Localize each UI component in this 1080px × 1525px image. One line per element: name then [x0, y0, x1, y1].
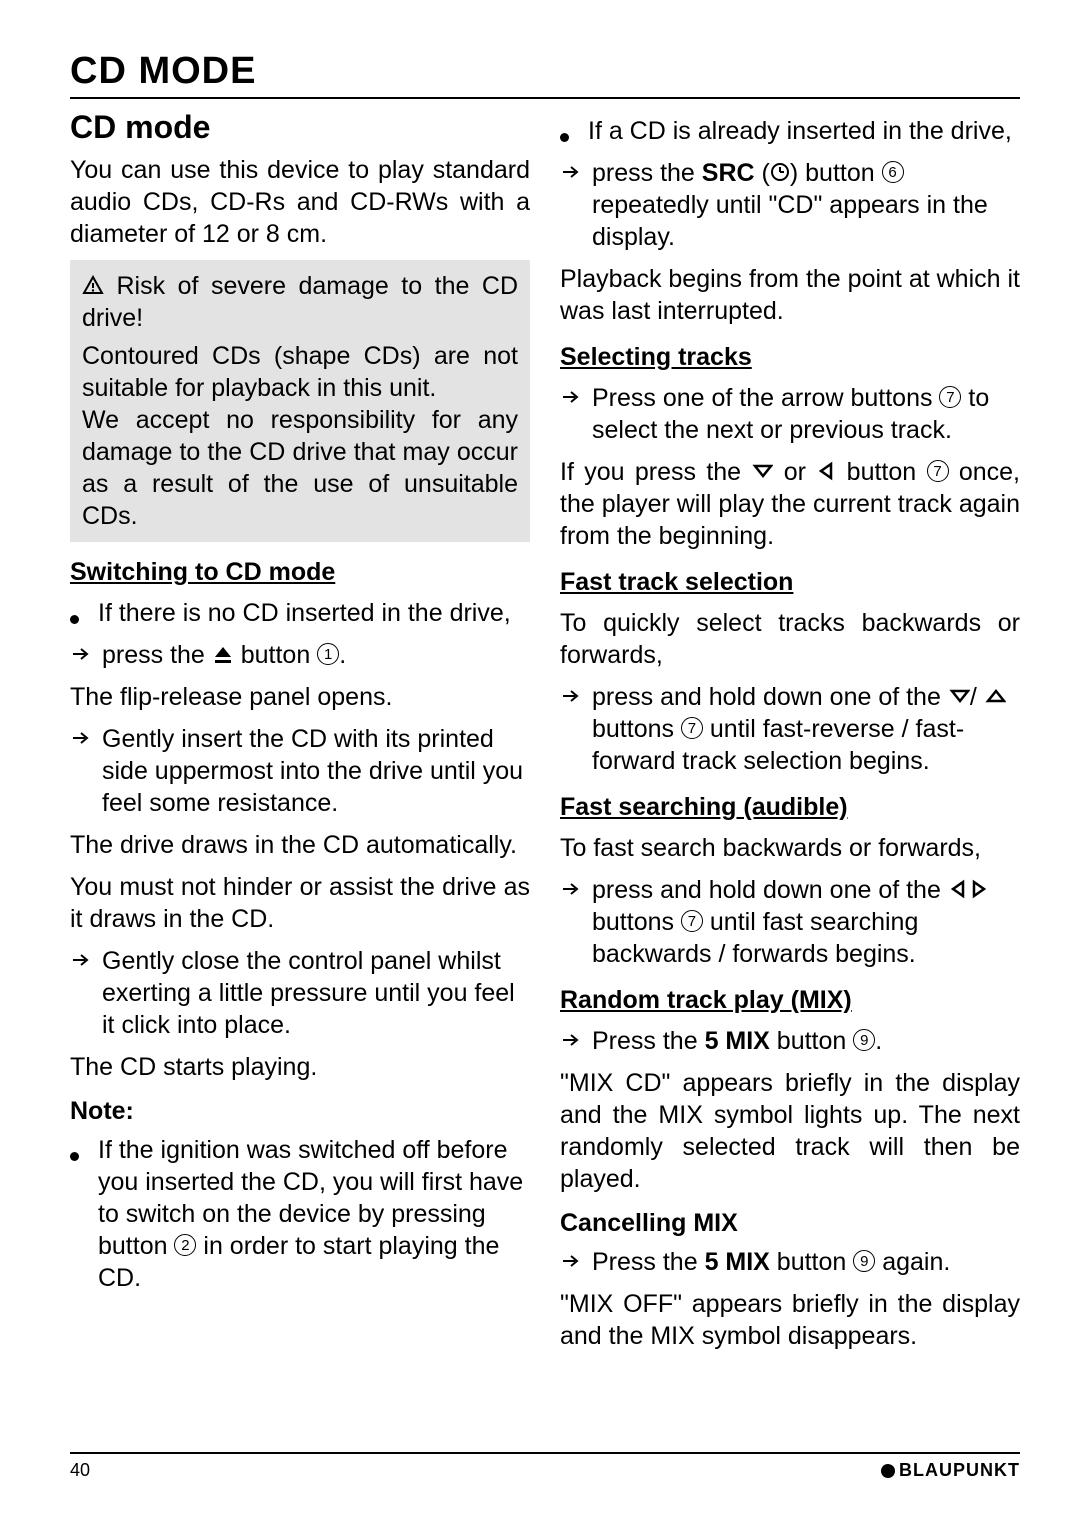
warning-title-text: Risk of severe damage to the CD drive! — [82, 272, 518, 332]
warning-p1: Contoured CDs (shape CDs) are not suitab… — [82, 340, 518, 404]
list-item: Gently insert the CD with its printed si… — [102, 723, 530, 819]
down-icon — [948, 686, 970, 706]
step-arrow-icon — [70, 945, 102, 977]
warning-icon — [82, 275, 104, 295]
paragraph: The drive draws in the CD automatically. — [70, 829, 530, 861]
paragraph: To quickly select tracks backwards or fo… — [560, 607, 1020, 671]
list-item: press and hold down one of the / buttons… — [592, 681, 1020, 777]
ref-9: 9 — [853, 1029, 875, 1051]
column-right: If a CD is already inserted in the drive… — [560, 109, 1020, 1362]
subhead-fast-track: Fast track selection — [560, 568, 1020, 597]
column-left: CD mode You can use this device to play … — [70, 109, 530, 1362]
page-number: 40 — [70, 1460, 90, 1481]
page-footer: 40 BLAUPUNKT — [70, 1452, 1020, 1481]
ref-2: 2 — [174, 1234, 196, 1256]
paragraph: The CD starts playing. — [70, 1051, 530, 1083]
ref-1: 1 — [317, 643, 339, 665]
list-item: If there is no CD inserted in the drive, — [98, 597, 530, 629]
step-arrow-icon — [560, 681, 592, 713]
brand-dot-icon — [881, 1464, 895, 1478]
page-header: CD Mode — [70, 50, 1020, 99]
step-arrow-icon — [70, 639, 102, 671]
subhead-mix: Random track play (MIX) — [560, 986, 1020, 1015]
step-arrow-icon — [560, 1246, 592, 1278]
list-item: press the SRC () button 6 repeatedly unt… — [592, 157, 1020, 253]
subhead-cancel-mix: Cancelling MIX — [560, 1209, 1020, 1238]
ref-7b: 7 — [927, 460, 949, 482]
subhead-selecting: Selecting tracks — [560, 343, 1020, 372]
bullet-icon — [560, 115, 588, 147]
step-arrow-icon — [560, 1025, 592, 1057]
step-arrow-icon — [560, 382, 592, 414]
list-item: press the button 1. — [102, 639, 530, 671]
ref-7: 7 — [939, 386, 961, 408]
warning-p2: We accept no responsibility for any dama… — [82, 404, 518, 532]
down-icon — [751, 461, 773, 481]
left-icon — [948, 879, 968, 899]
ref-9b: 9 — [853, 1250, 875, 1272]
list-item: Press the 5 MIX button 9 again. — [592, 1246, 1020, 1278]
clock-icon — [770, 162, 790, 182]
paragraph: "MIX CD" appears briefly in the display … — [560, 1067, 1020, 1195]
paragraph: You must not hinder or assist the drive … — [70, 871, 530, 935]
right-icon — [968, 879, 988, 899]
list-item: press and hold down one of the buttons 7… — [592, 874, 1020, 970]
list-item: If a CD is already inserted in the drive… — [588, 115, 1020, 147]
step-arrow-icon — [560, 157, 592, 189]
paragraph: To fast search backwards or forwards, — [560, 832, 1020, 864]
ref-6: 6 — [882, 161, 904, 183]
step-arrow-icon — [560, 874, 592, 906]
section-title-cd-mode: CD mode — [70, 109, 530, 146]
paragraph: The flip-release panel opens. — [70, 681, 530, 713]
intro-paragraph: You can use this device to play standard… — [70, 154, 530, 250]
paragraph: Playback begins from the point at which … — [560, 263, 1020, 327]
list-item: Gently close the control panel whilst ex… — [102, 945, 530, 1041]
eject-icon — [212, 644, 234, 664]
brand-logo: BLAUPUNKT — [881, 1460, 1020, 1481]
left-icon — [816, 461, 836, 481]
list-item: Press one of the arrow buttons 7 to sele… — [592, 382, 1020, 446]
step-arrow-icon — [70, 723, 102, 755]
bullet-icon — [70, 597, 98, 629]
ref-7d: 7 — [681, 910, 703, 932]
up-icon — [984, 686, 1006, 706]
paragraph: "MIX OFF" appears briefly in the display… — [560, 1288, 1020, 1352]
subhead-switching: Switching to CD mode — [70, 558, 530, 587]
list-item: If the ignition was switched off before … — [98, 1134, 530, 1294]
subhead-fast-search: Fast searching (audible) — [560, 793, 1020, 822]
ref-7c: 7 — [681, 717, 703, 739]
brand-text: BLAUPUNKT — [899, 1460, 1020, 1481]
bullet-icon — [70, 1134, 98, 1166]
list-item: Press the 5 MIX button 9. — [592, 1025, 1020, 1057]
note-heading: Note: — [70, 1097, 530, 1126]
paragraph: If you press the or button 7 once, the p… — [560, 456, 1020, 552]
warning-box: Risk of severe damage to the CD drive! C… — [70, 260, 530, 542]
